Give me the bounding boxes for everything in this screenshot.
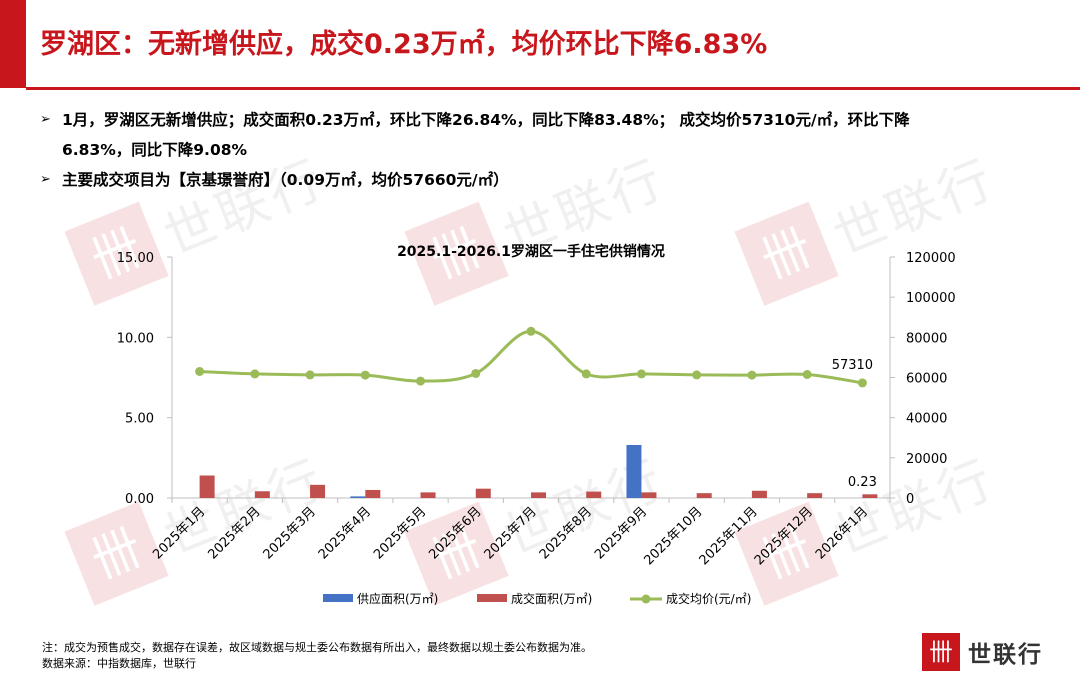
footnote-note: 注：成交为预售成交，数据存在误差，故区域数据与规土委公布数据有所出入，最终数据以… [42,641,592,654]
brand-logo: 卌 世联行 [922,633,1043,671]
brand-name: 世联行 [968,642,1043,668]
x-tick-label: 2025年7月 [482,504,540,562]
line-point [692,370,702,380]
line-point [360,370,370,380]
bar-sales [531,492,546,498]
line-point [471,368,481,378]
x-tick-label: 2026年1月 [813,504,871,562]
bar-sales [696,493,712,498]
x-tick-label: 2025年2月 [205,504,263,562]
legend-swatch-supply [323,594,353,602]
legend-label-supply: 供应面积(万㎡) [357,591,438,606]
line-point [250,369,260,379]
footnote-source: 数据来源：中指数据库，世联行 [42,657,196,670]
bar-sales [807,493,823,498]
bullet-item: ➢ 主要成交项目为【京基璟誉府】（0.09万㎡，均价57660元/㎡） [40,165,1060,195]
bar-sales [310,484,326,498]
x-tick-label: 2025年8月 [537,504,595,562]
bar-sales [751,490,767,498]
x-tick-label: 2025年4月 [316,504,374,562]
footnotes: 注：成交为预售成交，数据存在误差，故区域数据与规土委公布数据有所出入，最终数据以… [42,640,592,672]
bar-sales [420,492,436,498]
brand-logo-icon: 卌 [922,633,960,671]
legend-label-price: 成交均价(元/㎡) [666,591,751,606]
y-right-tick-label: 120000 [906,251,956,266]
title-divider [26,87,1080,90]
chart-title: 2025.1-2026.1罗湖区一手住宅供销情况 [397,243,665,260]
x-tick-label: 2025年9月 [592,504,650,562]
data-label-area: 0.23 [848,475,877,490]
title-accent-bar [0,0,26,88]
y-left-tick-label: 15.00 [117,251,154,266]
y-right-tick-label: 20000 [906,452,947,467]
bar-sales [586,491,602,498]
x-tick-label: 2025年12月 [752,504,816,568]
x-tick-label: 2025年10月 [641,504,705,568]
bullet-list: ➢ 1月，罗湖区无新增供应；成交面积0.23万㎡，环比下降26.84%，同比下降… [40,105,1060,195]
bar-sales [365,489,381,498]
data-label-price: 57310 [832,358,873,373]
bar-supply [350,496,366,498]
bullet-arrow-icon: ➢ [40,172,51,187]
line-point [747,370,757,380]
y-left-tick-label: 0.00 [125,492,154,507]
bullet-text: 主要成交项目为【京基璟誉府】（0.09万㎡，均价57660元/㎡） [62,171,509,189]
legend-marker-price [641,594,651,604]
bar-sales [641,492,657,498]
bar-sales [199,475,215,498]
bullet-item: ➢ 1月，罗湖区无新增供应；成交面积0.23万㎡，环比下降26.84%，同比下降… [40,105,1060,165]
bar-supply [626,444,642,498]
page-title: 罗湖区：无新增供应，成交0.23万㎡，均价环比下降6.83% [40,29,768,60]
x-tick-label: 2025年5月 [371,504,429,562]
line-point [195,366,205,376]
line-point [305,370,315,380]
line-point [636,369,646,379]
line-point [802,369,812,379]
line-point [581,369,591,379]
bar-sales [862,494,878,498]
legend-swatch-sales [477,594,507,602]
legend-label-sales: 成交面积(万㎡) [511,591,592,606]
x-tick-label: 2025年6月 [426,504,484,562]
x-tick-label: 2025年1月 [150,504,208,562]
bullet-text: 1月，罗湖区无新增供应；成交面积0.23万㎡，环比下降26.84%，同比下降83… [62,111,910,129]
line-avg-price [199,329,863,385]
bar-sales [254,491,270,498]
line-point [857,378,867,388]
bar-sales [475,488,491,498]
y-right-tick-label: 80000 [906,331,947,346]
y-right-tick-label: 100000 [906,291,956,306]
y-left-tick-label: 5.00 [125,412,154,427]
y-right-tick-label: 60000 [906,372,947,387]
y-left-tick-label: 10.00 [117,331,154,346]
x-tick-label: 2025年11月 [697,504,761,568]
bullet-text: 6.83%，同比下降9.08% [62,141,248,159]
y-right-tick-label: 40000 [906,412,947,427]
y-right-tick-label: 0 [906,492,914,507]
line-point [416,376,426,386]
x-tick-label: 2025年3月 [261,504,319,562]
line-point [526,326,536,336]
bullet-arrow-icon: ➢ [40,112,51,127]
